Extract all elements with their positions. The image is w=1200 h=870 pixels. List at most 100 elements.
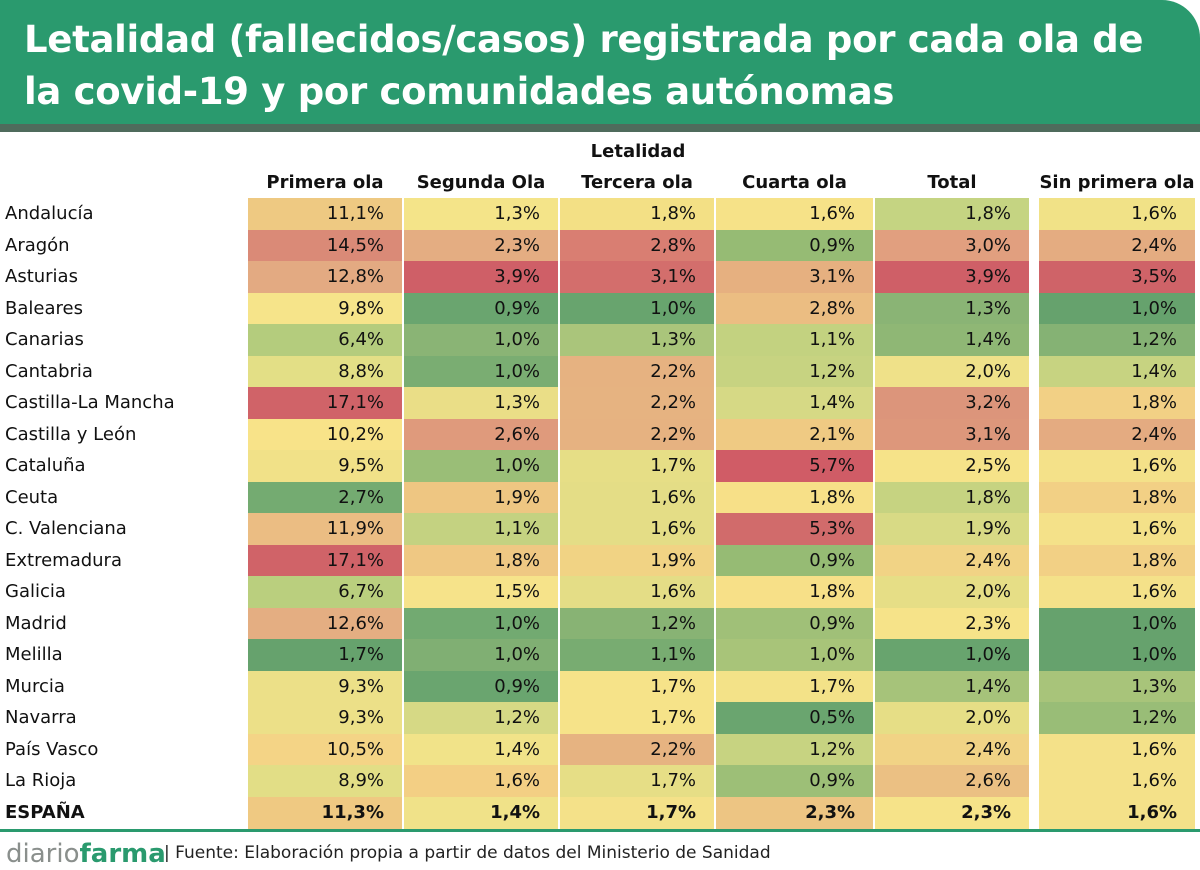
table-cell: 1,8%: [716, 576, 873, 608]
table-cell: 1,7%: [560, 670, 714, 703]
table-cell: 6,7%: [248, 576, 402, 608]
table-cell: 1,3%: [560, 324, 714, 356]
row-label: Madrid: [5, 612, 67, 634]
table-cell: 1,0%: [1039, 639, 1195, 671]
table-cell: 1,0%: [875, 639, 1029, 671]
table-cell: 2,6%: [875, 765, 1029, 797]
table-cell: 1,9%: [875, 513, 1029, 545]
table-cell: 1,2%: [1039, 702, 1195, 734]
table-cell: 1,4%: [404, 796, 558, 829]
column-header: Cuarta ola: [742, 172, 847, 193]
row-label: Castilla-La Mancha: [5, 392, 175, 413]
table-cell: 1,7%: [716, 670, 873, 703]
table-cell: 2,2%: [560, 387, 714, 419]
table-cell: 0,9%: [716, 544, 873, 577]
table-cell: 1,1%: [404, 513, 558, 545]
table-cell: 1,4%: [875, 324, 1029, 356]
table-cell: 1,6%: [1039, 576, 1195, 608]
table-cell: 1,8%: [1039, 544, 1195, 577]
table-cell: 2,0%: [875, 702, 1029, 734]
row-label: C. Valenciana: [5, 518, 127, 539]
table-cell: 1,7%: [560, 702, 714, 734]
table-cell: 2,1%: [716, 418, 873, 451]
table-cell: 2,2%: [560, 355, 714, 388]
table-cell: 1,8%: [875, 481, 1029, 514]
table-cell: 1,4%: [1039, 355, 1195, 388]
group-label: Letalidad: [590, 141, 686, 162]
row-label: Aragón: [5, 234, 70, 256]
table-cell: 1,0%: [404, 607, 558, 640]
row-label: Galicia: [5, 581, 66, 602]
table-cell: 1,2%: [560, 607, 714, 640]
row-label: Andalucía: [5, 203, 94, 224]
table-cell: 0,9%: [716, 607, 873, 640]
table-cell: 2,5%: [875, 450, 1029, 482]
column-header: Total: [927, 172, 977, 193]
column-separator: [1031, 198, 1039, 828]
logo-part-farma: farma: [79, 839, 166, 869]
table-cell: 12,6%: [248, 607, 402, 640]
table-cell: 1,7%: [560, 796, 714, 829]
table-cell: 1,6%: [1039, 796, 1195, 829]
table-cell: 1,8%: [560, 198, 714, 230]
table-cell: 2,3%: [404, 229, 558, 262]
table-cell: 8,9%: [248, 765, 402, 797]
table-cell: 2,2%: [560, 733, 714, 766]
table-cell: 1,0%: [560, 292, 714, 325]
table-cell: 0,9%: [716, 765, 873, 797]
table-cell: 1,0%: [404, 450, 558, 482]
table-cell: 1,0%: [1039, 292, 1195, 325]
table-cell: 11,9%: [248, 513, 402, 545]
source-note: | Fuente: Elaboración propia a partir de…: [164, 843, 771, 863]
table-cell: 1,6%: [560, 481, 714, 514]
table-cell: 11,1%: [248, 198, 402, 230]
table-cell: 0,9%: [404, 292, 558, 325]
row-label: Canarias: [5, 329, 84, 350]
table-cell: 8,8%: [248, 355, 402, 388]
column-header: Sin primera ola: [1039, 172, 1195, 193]
table-cell: 6,4%: [248, 324, 402, 356]
row-label: Navarra: [5, 707, 77, 728]
row-label: Baleares: [5, 297, 83, 319]
table-cell: 1,8%: [716, 481, 873, 514]
table-cell: 1,6%: [404, 765, 558, 797]
table-cell: 1,2%: [716, 733, 873, 766]
table-cell: 1,6%: [1039, 733, 1195, 766]
table-cell: 1,0%: [716, 639, 873, 671]
table-cell: 5,7%: [716, 450, 873, 482]
table-cell: 3,9%: [875, 261, 1029, 293]
table-cell: 1,0%: [404, 324, 558, 356]
table-cell: 1,6%: [1039, 450, 1195, 482]
table-cell: 1,0%: [404, 639, 558, 671]
table-cell: 1,6%: [1039, 765, 1195, 797]
table-cell: 2,0%: [875, 576, 1029, 608]
table-cell: 9,5%: [248, 450, 402, 482]
table-cell: 1,9%: [404, 481, 558, 514]
table-cell: 1,3%: [1039, 670, 1195, 703]
table-cell: 12,8%: [248, 261, 402, 293]
table-cell: 3,5%: [1039, 261, 1195, 293]
table-cell: 2,4%: [875, 733, 1029, 766]
table-cell: 2,8%: [716, 292, 873, 325]
table-cell: 1,1%: [560, 639, 714, 671]
table-cell: 1,2%: [404, 702, 558, 734]
table-cell: 1,1%: [716, 324, 873, 356]
row-label: Ceuta: [5, 486, 59, 508]
table-cell: 1,3%: [875, 292, 1029, 325]
footer-divider: [0, 829, 1200, 832]
table-cell: 1,7%: [560, 450, 714, 482]
row-label: País Vasco: [5, 738, 99, 760]
table-cell: 9,3%: [248, 670, 402, 703]
column-header: Tercera ola: [581, 172, 693, 193]
table-cell: 2,4%: [1039, 229, 1195, 262]
table-cell: 1,8%: [875, 198, 1029, 230]
column-header: Segunda Ola: [416, 172, 546, 193]
row-label: Extremadura: [5, 549, 122, 571]
table-cell: 1,9%: [560, 544, 714, 577]
row-label: Melilla: [5, 644, 63, 665]
table-cell: 1,8%: [404, 544, 558, 577]
table-cell: 1,7%: [248, 639, 402, 671]
table-cell: 1,8%: [1039, 387, 1195, 419]
title-banner: [0, 0, 1200, 130]
diariofarma-logo: diariofarma: [6, 838, 166, 870]
